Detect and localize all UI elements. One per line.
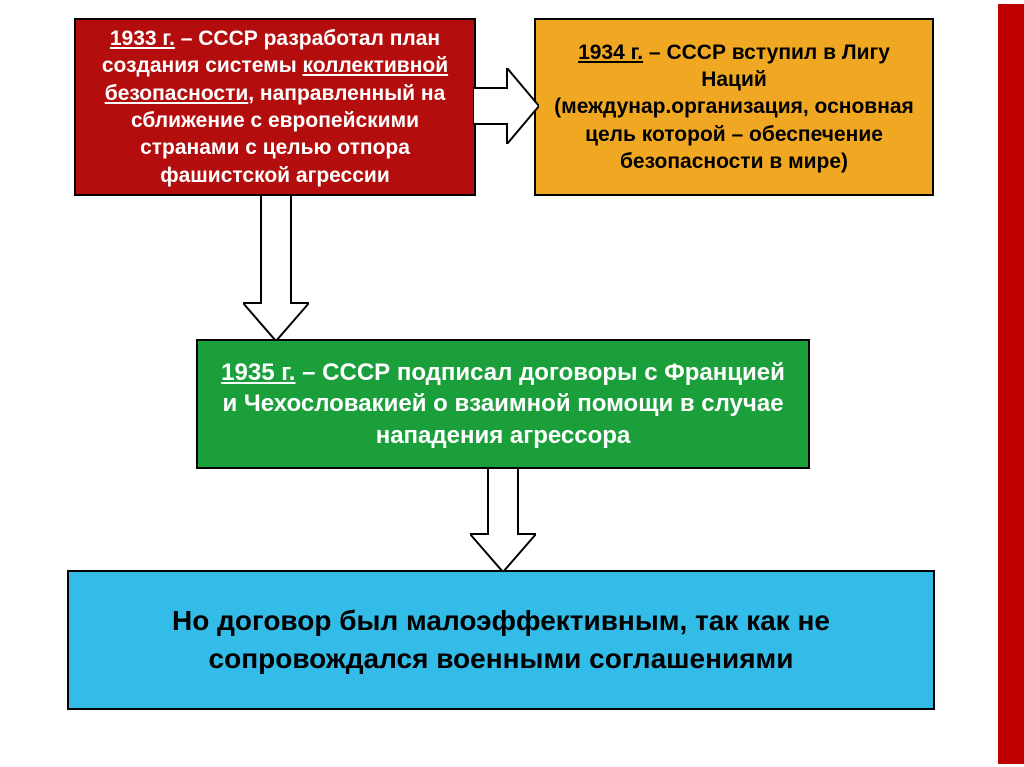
box-1935: 1935 г. – СССР подписал договоры с Франц…: [196, 339, 810, 469]
box-1935-content: 1935 г. – СССР подписал договоры с Франц…: [216, 357, 790, 451]
box-1934-content: 1934 г. – СССР вступил в Лигу Наций (меж…: [554, 39, 914, 175]
arrow-right-icon: [473, 68, 539, 144]
arrow-down-2-icon: [470, 468, 536, 572]
year-1935: 1935 г.: [221, 359, 295, 386]
box-1934: 1934 г. – СССР вступил в Лигу Наций (меж…: [534, 18, 934, 196]
sidebar-accent: [998, 4, 1024, 764]
arrow-down-1-icon: [243, 195, 309, 341]
year-1934: 1934 г.: [578, 41, 643, 64]
box-1933-content: 1933 г. – СССР разработал план создания …: [94, 25, 456, 189]
box-conclusion: Но договор был малоэффективным, так как …: [67, 570, 935, 710]
box-1933: 1933 г. – СССР разработал план создания …: [74, 18, 476, 196]
year-1933: 1933 г.: [110, 27, 175, 50]
box-conclusion-content: Но договор был малоэффективным, так как …: [87, 602, 915, 678]
